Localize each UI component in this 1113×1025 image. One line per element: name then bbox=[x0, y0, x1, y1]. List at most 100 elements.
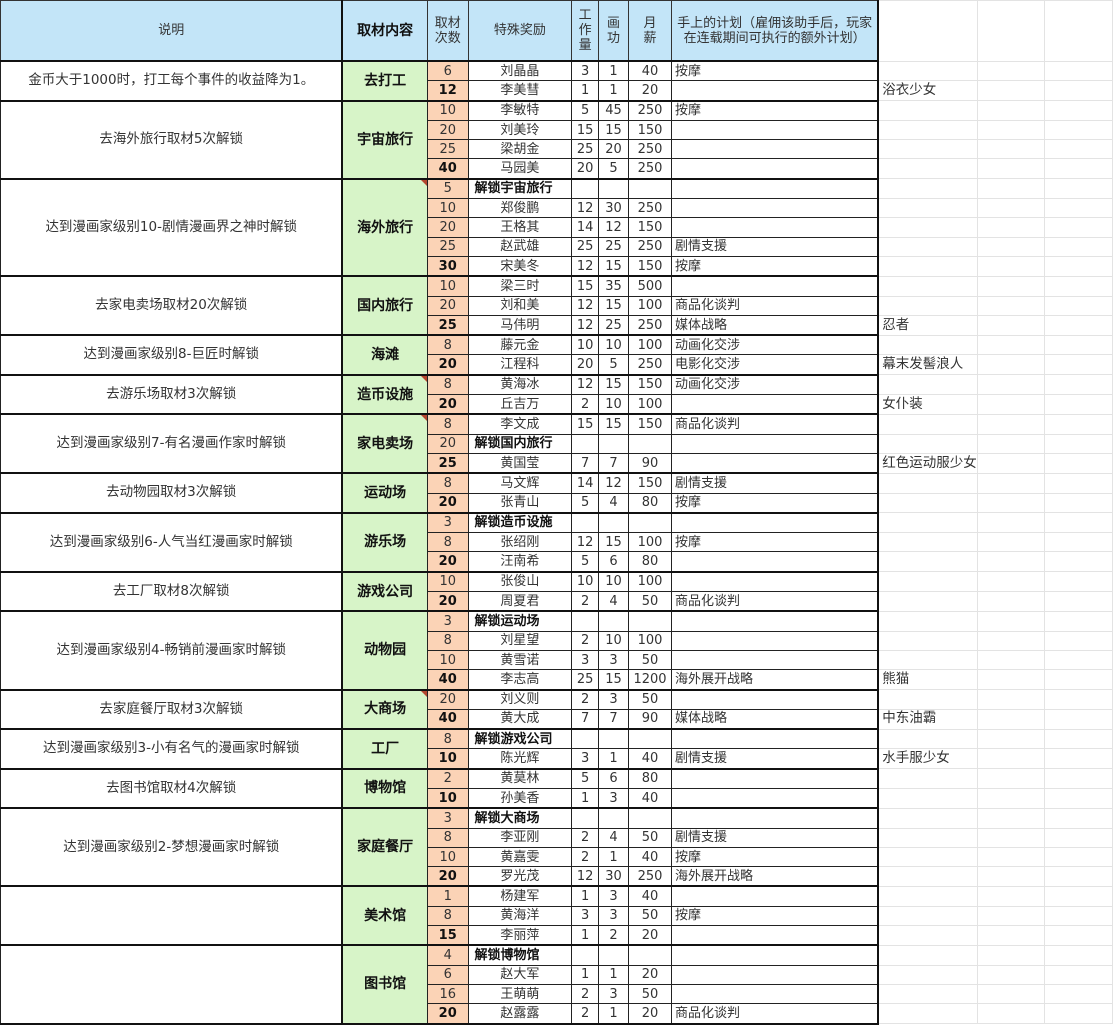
comment-marker-icon[interactable] bbox=[420, 691, 427, 697]
art-cell[interactable]: 15 bbox=[598, 413, 630, 435]
blank-cell[interactable] bbox=[976, 334, 1045, 356]
workload-cell[interactable]: 2 bbox=[571, 630, 600, 651]
note-cell[interactable] bbox=[877, 885, 978, 907]
blank-cell[interactable] bbox=[976, 413, 1045, 435]
blank-cell[interactable] bbox=[976, 571, 1045, 593]
art-cell[interactable] bbox=[598, 610, 630, 632]
blank-cell[interactable] bbox=[976, 60, 1045, 82]
plan-cell[interactable] bbox=[670, 885, 880, 907]
workload-cell[interactable]: 20 bbox=[571, 354, 600, 376]
unlock-reward-cell[interactable]: 解锁宇宙旅行 bbox=[467, 177, 573, 200]
header-description[interactable]: 说明 bbox=[0, 0, 343, 62]
blank-cell[interactable] bbox=[976, 689, 1045, 710]
note-cell[interactable] bbox=[877, 139, 978, 160]
note-cell[interactable] bbox=[877, 787, 978, 809]
blank-cell[interactable] bbox=[1043, 100, 1113, 121]
location-cell[interactable]: 海滩 bbox=[341, 334, 428, 376]
count-cell[interactable]: 2 bbox=[426, 767, 469, 789]
description-cell[interactable]: 去动物园取材3次解锁 bbox=[0, 472, 343, 514]
workload-cell[interactable]: 25 bbox=[571, 236, 600, 257]
blank-cell[interactable] bbox=[1043, 689, 1113, 710]
plan-cell[interactable] bbox=[670, 158, 880, 180]
count-cell[interactable]: 25 bbox=[426, 139, 469, 160]
workload-cell[interactable] bbox=[571, 177, 600, 200]
reward-cell[interactable]: 黄大成 bbox=[467, 708, 573, 731]
salary-cell[interactable] bbox=[628, 610, 672, 632]
note-cell[interactable] bbox=[877, 275, 978, 297]
reward-cell[interactable]: 刘晶晶 bbox=[467, 60, 573, 82]
salary-cell[interactable]: 150 bbox=[628, 217, 672, 238]
blank-cell[interactable] bbox=[976, 925, 1045, 946]
salary-cell[interactable] bbox=[628, 511, 672, 534]
salary-cell[interactable]: 50 bbox=[628, 983, 672, 1005]
plan-cell[interactable]: 商品化谈判 bbox=[670, 413, 880, 435]
blank-cell[interactable] bbox=[976, 827, 1045, 848]
art-cell[interactable]: 30 bbox=[598, 866, 630, 888]
reward-cell[interactable]: 李敏特 bbox=[467, 99, 573, 121]
art-cell[interactable]: 4 bbox=[598, 492, 630, 514]
count-cell[interactable]: 6 bbox=[426, 964, 469, 985]
workload-cell[interactable] bbox=[571, 944, 600, 966]
count-cell[interactable]: 10 bbox=[426, 649, 469, 671]
reward-cell[interactable]: 陈光辉 bbox=[467, 748, 573, 770]
count-cell[interactable]: 20 bbox=[426, 591, 469, 613]
plan-cell[interactable] bbox=[670, 433, 880, 454]
blank-cell[interactable] bbox=[976, 354, 1045, 376]
reward-cell[interactable]: 黄雪诺 bbox=[467, 649, 573, 671]
reward-cell[interactable]: 刘美玲 bbox=[467, 119, 573, 141]
reward-cell[interactable]: 赵露露 bbox=[467, 1003, 573, 1025]
location-cell[interactable]: 游乐场 bbox=[341, 511, 428, 573]
workload-cell[interactable] bbox=[571, 511, 600, 534]
blank-cell[interactable] bbox=[976, 708, 1045, 730]
comment-marker-icon[interactable] bbox=[420, 180, 427, 186]
art-cell[interactable]: 1 bbox=[598, 80, 630, 102]
blank-cell[interactable] bbox=[1043, 314, 1113, 336]
workload-cell[interactable]: 2 bbox=[571, 591, 600, 613]
count-cell[interactable]: 20 bbox=[426, 119, 469, 141]
blank-cell[interactable] bbox=[976, 80, 1045, 102]
count-cell[interactable]: 16 bbox=[426, 983, 469, 1005]
note-cell[interactable] bbox=[877, 591, 978, 612]
note-cell[interactable] bbox=[877, 217, 978, 238]
art-cell[interactable] bbox=[598, 728, 630, 750]
workload-cell[interactable]: 2 bbox=[571, 1003, 600, 1025]
plan-cell[interactable] bbox=[670, 944, 880, 966]
plan-cell[interactable]: 海外展开战略 bbox=[670, 669, 880, 691]
count-cell[interactable]: 20 bbox=[426, 295, 469, 316]
blank-cell[interactable] bbox=[1043, 669, 1113, 690]
note-cell[interactable] bbox=[877, 649, 978, 671]
blank-cell[interactable] bbox=[1043, 925, 1113, 946]
plan-cell[interactable] bbox=[670, 807, 880, 829]
reward-cell[interactable]: 王格其 bbox=[467, 217, 573, 238]
art-cell[interactable]: 6 bbox=[598, 767, 630, 789]
plan-cell[interactable]: 按摩 bbox=[670, 532, 880, 553]
art-cell[interactable]: 25 bbox=[598, 314, 630, 337]
blank-cell[interactable] bbox=[1043, 610, 1113, 632]
art-cell[interactable] bbox=[598, 807, 630, 829]
count-cell[interactable]: 8 bbox=[426, 373, 469, 396]
workload-cell[interactable]: 14 bbox=[571, 472, 600, 494]
note-cell[interactable] bbox=[877, 905, 978, 927]
count-cell[interactable]: 10 bbox=[426, 570, 469, 593]
salary-cell[interactable]: 50 bbox=[628, 591, 672, 613]
plan-cell[interactable]: 剧情支援 bbox=[670, 472, 880, 494]
plan-cell[interactable]: 商品化谈判 bbox=[670, 1003, 880, 1025]
note-cell[interactable] bbox=[877, 728, 978, 750]
location-cell[interactable]: 运动场 bbox=[341, 472, 428, 514]
art-cell[interactable]: 12 bbox=[598, 217, 630, 238]
count-cell[interactable]: 8 bbox=[426, 728, 469, 750]
workload-cell[interactable]: 7 bbox=[571, 452, 600, 475]
blank-cell[interactable] bbox=[1043, 217, 1113, 238]
reward-cell[interactable]: 黄莫林 bbox=[467, 767, 573, 789]
art-cell[interactable]: 4 bbox=[598, 591, 630, 613]
description-cell[interactable]: 达到漫画家级别3-小有名气的漫画家时解锁 bbox=[0, 728, 343, 770]
workload-cell[interactable]: 1 bbox=[571, 787, 600, 810]
plan-cell[interactable] bbox=[670, 394, 880, 416]
description-cell[interactable]: 去图书馆取材4次解锁 bbox=[0, 767, 343, 810]
blank-cell[interactable] bbox=[1043, 768, 1113, 789]
note-cell[interactable] bbox=[877, 532, 978, 553]
reward-cell[interactable]: 黄海冰 bbox=[467, 373, 573, 396]
note-cell[interactable] bbox=[877, 60, 978, 82]
blank-cell[interactable] bbox=[1043, 591, 1113, 612]
note-cell[interactable]: 水手服少女 bbox=[877, 748, 978, 770]
